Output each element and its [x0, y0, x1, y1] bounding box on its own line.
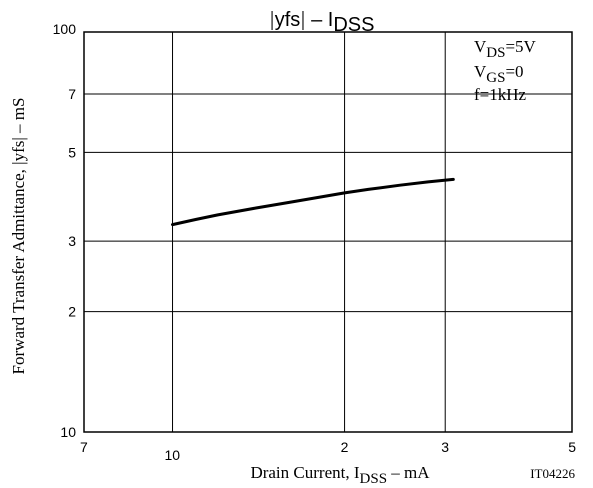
- condition-vds-sub: DS: [486, 45, 505, 61]
- y-tick-label-0: 100: [53, 21, 77, 37]
- y-tick-labels: 100 7 5 3 2 10: [53, 21, 77, 440]
- condition-vgs-sub: GS: [486, 70, 505, 86]
- condition-vds-tail: =5V: [505, 37, 536, 56]
- condition-vgs-main: V: [474, 62, 487, 81]
- x-tick-label-2: 2: [341, 439, 349, 455]
- y-tick-label-4: 2: [68, 304, 76, 320]
- series-line-0: [173, 179, 454, 224]
- chart-title-main: yfs: [275, 9, 301, 31]
- x-tick-label-3: 3: [441, 439, 449, 455]
- condition-vds-main: V: [474, 37, 487, 56]
- condition-vgs-tail: =0: [505, 62, 523, 81]
- condition-freq-main: f=1kHz: [474, 85, 527, 104]
- y-tick-label-3: 3: [68, 233, 76, 249]
- x-tick-labels: 7 10 2 3 5: [80, 439, 576, 463]
- x-tick-label-4: 5: [568, 439, 576, 455]
- y-tick-label-5: 10: [60, 424, 76, 440]
- series-layer: [173, 179, 454, 224]
- condition-vds: VDS=5V: [474, 37, 537, 61]
- x-axis-label-sub: DSS: [360, 471, 388, 487]
- y-tick-label-1: 7: [68, 86, 76, 102]
- x-axis-label-prefix: Drain Current, I: [250, 463, 359, 482]
- x-axis-label-suffix: – mA: [390, 463, 430, 482]
- condition-vgs: VGS=0: [474, 62, 524, 86]
- x-axis-label: Drain Current, IDSS – mA: [250, 463, 430, 487]
- figure-code: IT04226: [530, 466, 575, 481]
- y-tick-label-2: 5: [68, 144, 76, 160]
- x-tick-label-1: 10: [165, 447, 181, 463]
- condition-freq: f=1kHz: [474, 85, 527, 104]
- x-tick-label-0: 7: [80, 439, 88, 455]
- y-axis-label: Forward Transfer Admittance, |yfs| – mS: [9, 98, 28, 375]
